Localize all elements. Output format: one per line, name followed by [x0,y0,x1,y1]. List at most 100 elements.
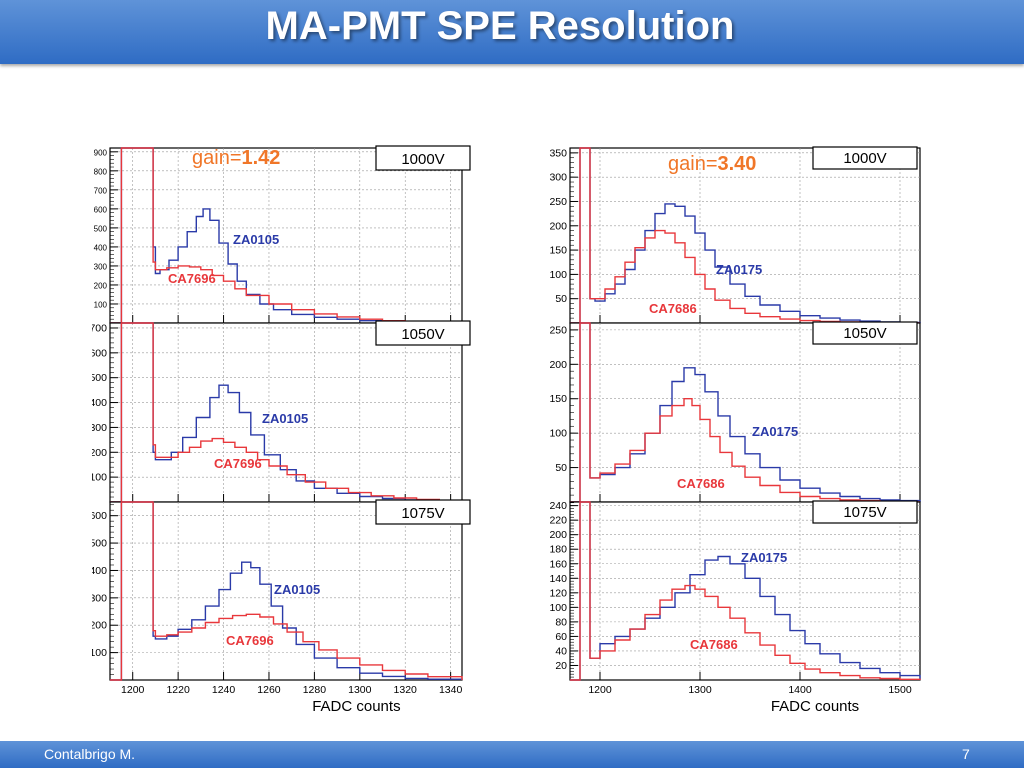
x-tick-label: 1240 [212,684,236,696]
histogram-panel-1050V: 50 100 150 200 250 ZA0175 CA7686 1050V [549,321,921,503]
y-tick-label: 100 [92,472,107,484]
gain-label: gain=3.40 [668,153,756,175]
y-tick-label: 220 [549,515,567,527]
y-tick-label: 200 [92,447,107,459]
series-label-CA7686: CA7686 [649,301,697,316]
gain-value: 1.42 [242,147,281,169]
voltage-box: 1075V [812,500,918,524]
series-label-ZA0105: ZA0105 [274,582,320,597]
right-histogram-group: 50 100 150 200 250 300 350 ZA0175 CA7686 1000V gai… [530,140,940,720]
y-tick-label: 600 [92,347,107,359]
x-axis-label: FADC counts [771,698,859,715]
x-tick-label: 1200 [588,684,612,696]
y-tick-label: 700 [94,186,108,195]
y-tick-label: 200 [549,359,567,371]
series-line-ZA0175 [570,147,921,324]
y-tick-label: 20 [555,660,567,672]
y-tick-label: 400 [94,243,108,252]
y-tick-label: 700 [92,322,107,334]
series-line-CA7696 [110,501,463,681]
histogram-panel-1075V: 20 40 60 80 100 120 140 160 180 200 220 240 ZA0175 CA… [549,500,921,681]
y-tick-label: 600 [94,205,108,214]
y-tick-label: 240 [549,500,567,512]
y-tick-label: 180 [549,544,567,556]
voltage-box-frame [812,146,918,170]
y-tick-label: 100 [549,269,567,281]
panel-frame [569,501,921,681]
series-line-CA7686 [570,501,921,681]
gain-label: gain=1.42 [192,147,280,169]
y-tick-label: 50 [555,293,567,305]
series-label-CA7696: CA7696 [226,633,274,648]
voltage-label: 1050V [401,326,444,343]
y-tick-label: 500 [92,372,107,384]
voltage-box: 1000V [812,146,918,170]
series-label-ZA0175: ZA0175 [741,550,787,565]
series-line-CA7696 [110,322,463,503]
footer-bar: Contalbrigo M. 7 [0,741,1024,768]
title-bar: MA-PMT SPE Resolution [0,0,1024,64]
x-tick-label: 1300 [688,684,712,696]
left-histogram-chart: 100 200 300 400 500 600 700 800 900 ZA0105 CA7696 1… [89,145,471,715]
y-tick-label: 100 [549,602,567,614]
y-tick-label: 250 [549,196,567,208]
footer-author: Contalbrigo M. [44,746,136,762]
y-tick-label: 500 [92,538,107,550]
y-tick-label: 140 [549,573,567,585]
voltage-box: 1075V [375,499,471,525]
panel-frame [109,147,463,324]
panel-frame [109,501,463,681]
x-tick-label: 1500 [888,684,912,696]
series-label-CA7696: CA7696 [168,271,216,286]
voltage-label: 1050V [843,325,886,342]
y-tick-label: 200 [94,281,108,290]
y-tick-label: 300 [92,422,107,434]
voltage-box: 1050V [375,320,471,346]
left-histogram-group: 100 200 300 400 500 600 700 800 900 ZA0105 CA7696 1… [89,140,492,720]
y-tick-label: 200 [549,529,567,541]
x-tick-label: 1280 [303,684,327,696]
y-tick-label: 400 [92,397,107,409]
voltage-box-frame [812,321,918,345]
y-tick-label: 100 [94,300,108,309]
y-tick-label: 300 [92,592,107,604]
x-axis-label: FADC counts [312,698,400,715]
slide-title: MA-PMT SPE Resolution [265,4,735,48]
series-label-CA7686: CA7686 [690,637,738,652]
x-tick-label: 1260 [257,684,281,696]
voltage-label: 1000V [843,150,886,167]
y-tick-label: 300 [94,262,108,271]
right-histogram-chart: 50 100 150 200 250 300 350 ZA0175 CA7686 1000V gai… [549,146,921,715]
y-tick-label: 80 [555,616,567,628]
series-label-ZA0105: ZA0105 [233,232,279,247]
y-tick-label: 250 [549,324,567,336]
page-number: 7 [962,746,970,762]
x-tick-label: 1320 [394,684,418,696]
y-tick-label: 600 [92,510,107,522]
histogram-panel-1050V: 100 200 300 400 500 600 700 ZA0105 CA7696 1050V [89,320,471,503]
x-tick-label: 1340 [439,684,463,696]
histogram-panel-1000V: 50 100 150 200 250 300 350 ZA0175 CA7686 1000V gai… [549,146,921,324]
y-tick-label: 60 [555,631,567,643]
series-line-CA7686 [570,322,920,503]
series-label-ZA0105: ZA0105 [262,411,308,426]
series-label-ZA0175: ZA0175 [716,262,762,277]
y-tick-label: 150 [549,393,567,405]
histogram-panel-1075V: 100 200 300 400 500 600 ZA0105 CA7696 1075V [89,499,471,681]
histogram-panel-1000V: 100 200 300 400 500 600 700 800 900 ZA0105 CA7696 1… [94,145,471,324]
voltage-label: 1000V [401,151,444,168]
y-tick-label: 900 [94,148,108,157]
voltage-label: 1075V [843,504,886,521]
voltage-label: 1075V [401,505,444,522]
y-tick-label: 800 [94,167,108,176]
series-line-CA7686 [570,147,920,324]
x-tick-label: 1300 [348,684,372,696]
y-tick-label: 500 [94,224,108,233]
y-tick-label: 200 [549,220,567,232]
x-tick-label: 1220 [166,684,190,696]
voltage-box-frame [375,499,471,525]
x-tick-label: 1400 [788,684,812,696]
x-tick-label: 1200 [121,684,145,696]
series-line-CA7696 [110,147,463,324]
y-tick-label: 100 [549,428,567,440]
